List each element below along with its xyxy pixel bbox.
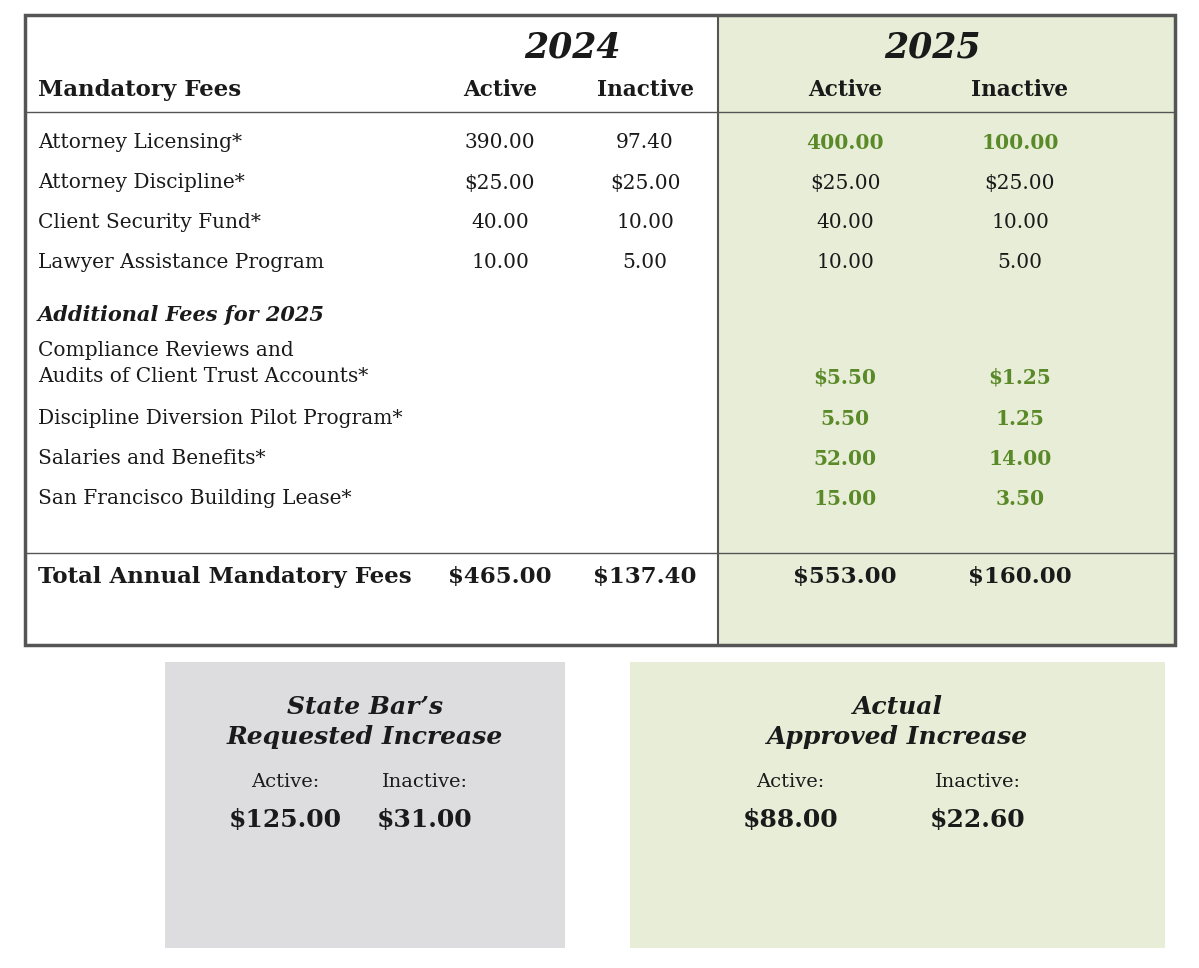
Text: $160.00: $160.00: [968, 566, 1072, 588]
Text: 3.50: 3.50: [995, 489, 1044, 509]
Text: Compliance Reviews and: Compliance Reviews and: [38, 342, 294, 360]
Text: Lawyer Assistance Program: Lawyer Assistance Program: [38, 254, 324, 273]
Text: Active:: Active:: [757, 773, 825, 791]
Text: Audits of Client Trust Accounts*: Audits of Client Trust Accounts*: [38, 368, 368, 386]
Text: Active: Active: [808, 79, 882, 101]
Bar: [25, 15, 1175, 645]
Text: $88.00: $88.00: [742, 808, 838, 832]
Text: $31.00: $31.00: [378, 808, 472, 832]
Text: Client Security Fund*: Client Security Fund*: [38, 214, 261, 232]
Text: Inactive: Inactive: [971, 79, 1068, 101]
Text: 400.00: 400.00: [806, 133, 884, 153]
Text: 10.00: 10.00: [817, 254, 874, 273]
Text: San Francisco Building Lease*: San Francisco Building Lease*: [38, 490, 351, 508]
Text: 1.25: 1.25: [995, 409, 1044, 429]
Text: $25.00: $25.00: [984, 173, 1055, 193]
Text: Mandatory Fees: Mandatory Fees: [38, 79, 241, 101]
Text: 5.50: 5.50: [820, 409, 869, 429]
Text: 390.00: 390.00: [465, 134, 535, 153]
Text: Additional Fees for 2025: Additional Fees for 2025: [38, 305, 325, 325]
Text: $137.40: $137.40: [594, 566, 697, 588]
Text: 52.00: 52.00: [813, 449, 876, 469]
Text: Discipline Diversion Pilot Program*: Discipline Diversion Pilot Program*: [38, 409, 403, 429]
Bar: [165, 662, 565, 948]
Text: 97.40: 97.40: [616, 134, 674, 153]
Text: Approved Increase: Approved Increase: [767, 725, 1028, 749]
Text: $1.25: $1.25: [989, 367, 1052, 387]
Text: 14.00: 14.00: [988, 449, 1052, 469]
Text: Requested Increase: Requested Increase: [227, 725, 504, 749]
Text: Active: Active: [463, 79, 537, 101]
Text: 2025: 2025: [884, 31, 981, 65]
Text: $5.50: $5.50: [813, 367, 876, 387]
Text: Inactive: Inactive: [596, 79, 693, 101]
Text: $25.00: $25.00: [809, 173, 880, 193]
Text: Active:: Active:: [251, 773, 319, 791]
Text: Total Annual Mandatory Fees: Total Annual Mandatory Fees: [38, 566, 411, 588]
Text: Attorney Discipline*: Attorney Discipline*: [38, 173, 245, 193]
Text: State Bar’s: State Bar’s: [287, 695, 444, 719]
Text: Inactive:: Inactive:: [935, 773, 1020, 791]
Text: 5.00: 5.00: [622, 254, 668, 273]
Text: 40.00: 40.00: [471, 214, 529, 232]
Text: 40.00: 40.00: [817, 214, 874, 232]
Text: 10.00: 10.00: [471, 254, 529, 273]
Text: Inactive:: Inactive:: [382, 773, 468, 791]
Text: 100.00: 100.00: [981, 133, 1059, 153]
Text: Salaries and Benefits*: Salaries and Benefits*: [38, 449, 265, 469]
Text: 15.00: 15.00: [813, 489, 876, 509]
Text: $25.00: $25.00: [610, 173, 680, 193]
Text: 2024: 2024: [524, 31, 621, 65]
Text: $125.00: $125.00: [229, 808, 342, 832]
Text: $465.00: $465.00: [448, 566, 552, 588]
Bar: [718, 15, 1175, 645]
Text: $553.00: $553.00: [794, 566, 897, 588]
Text: $22.60: $22.60: [930, 808, 1025, 832]
Text: Actual: Actual: [852, 695, 942, 719]
Text: 5.00: 5.00: [998, 254, 1042, 273]
Text: 10.00: 10.00: [616, 214, 674, 232]
Text: Attorney Licensing*: Attorney Licensing*: [38, 134, 242, 153]
Bar: [629, 662, 1165, 948]
Text: $25.00: $25.00: [465, 173, 535, 193]
Text: 10.00: 10.00: [992, 214, 1049, 232]
